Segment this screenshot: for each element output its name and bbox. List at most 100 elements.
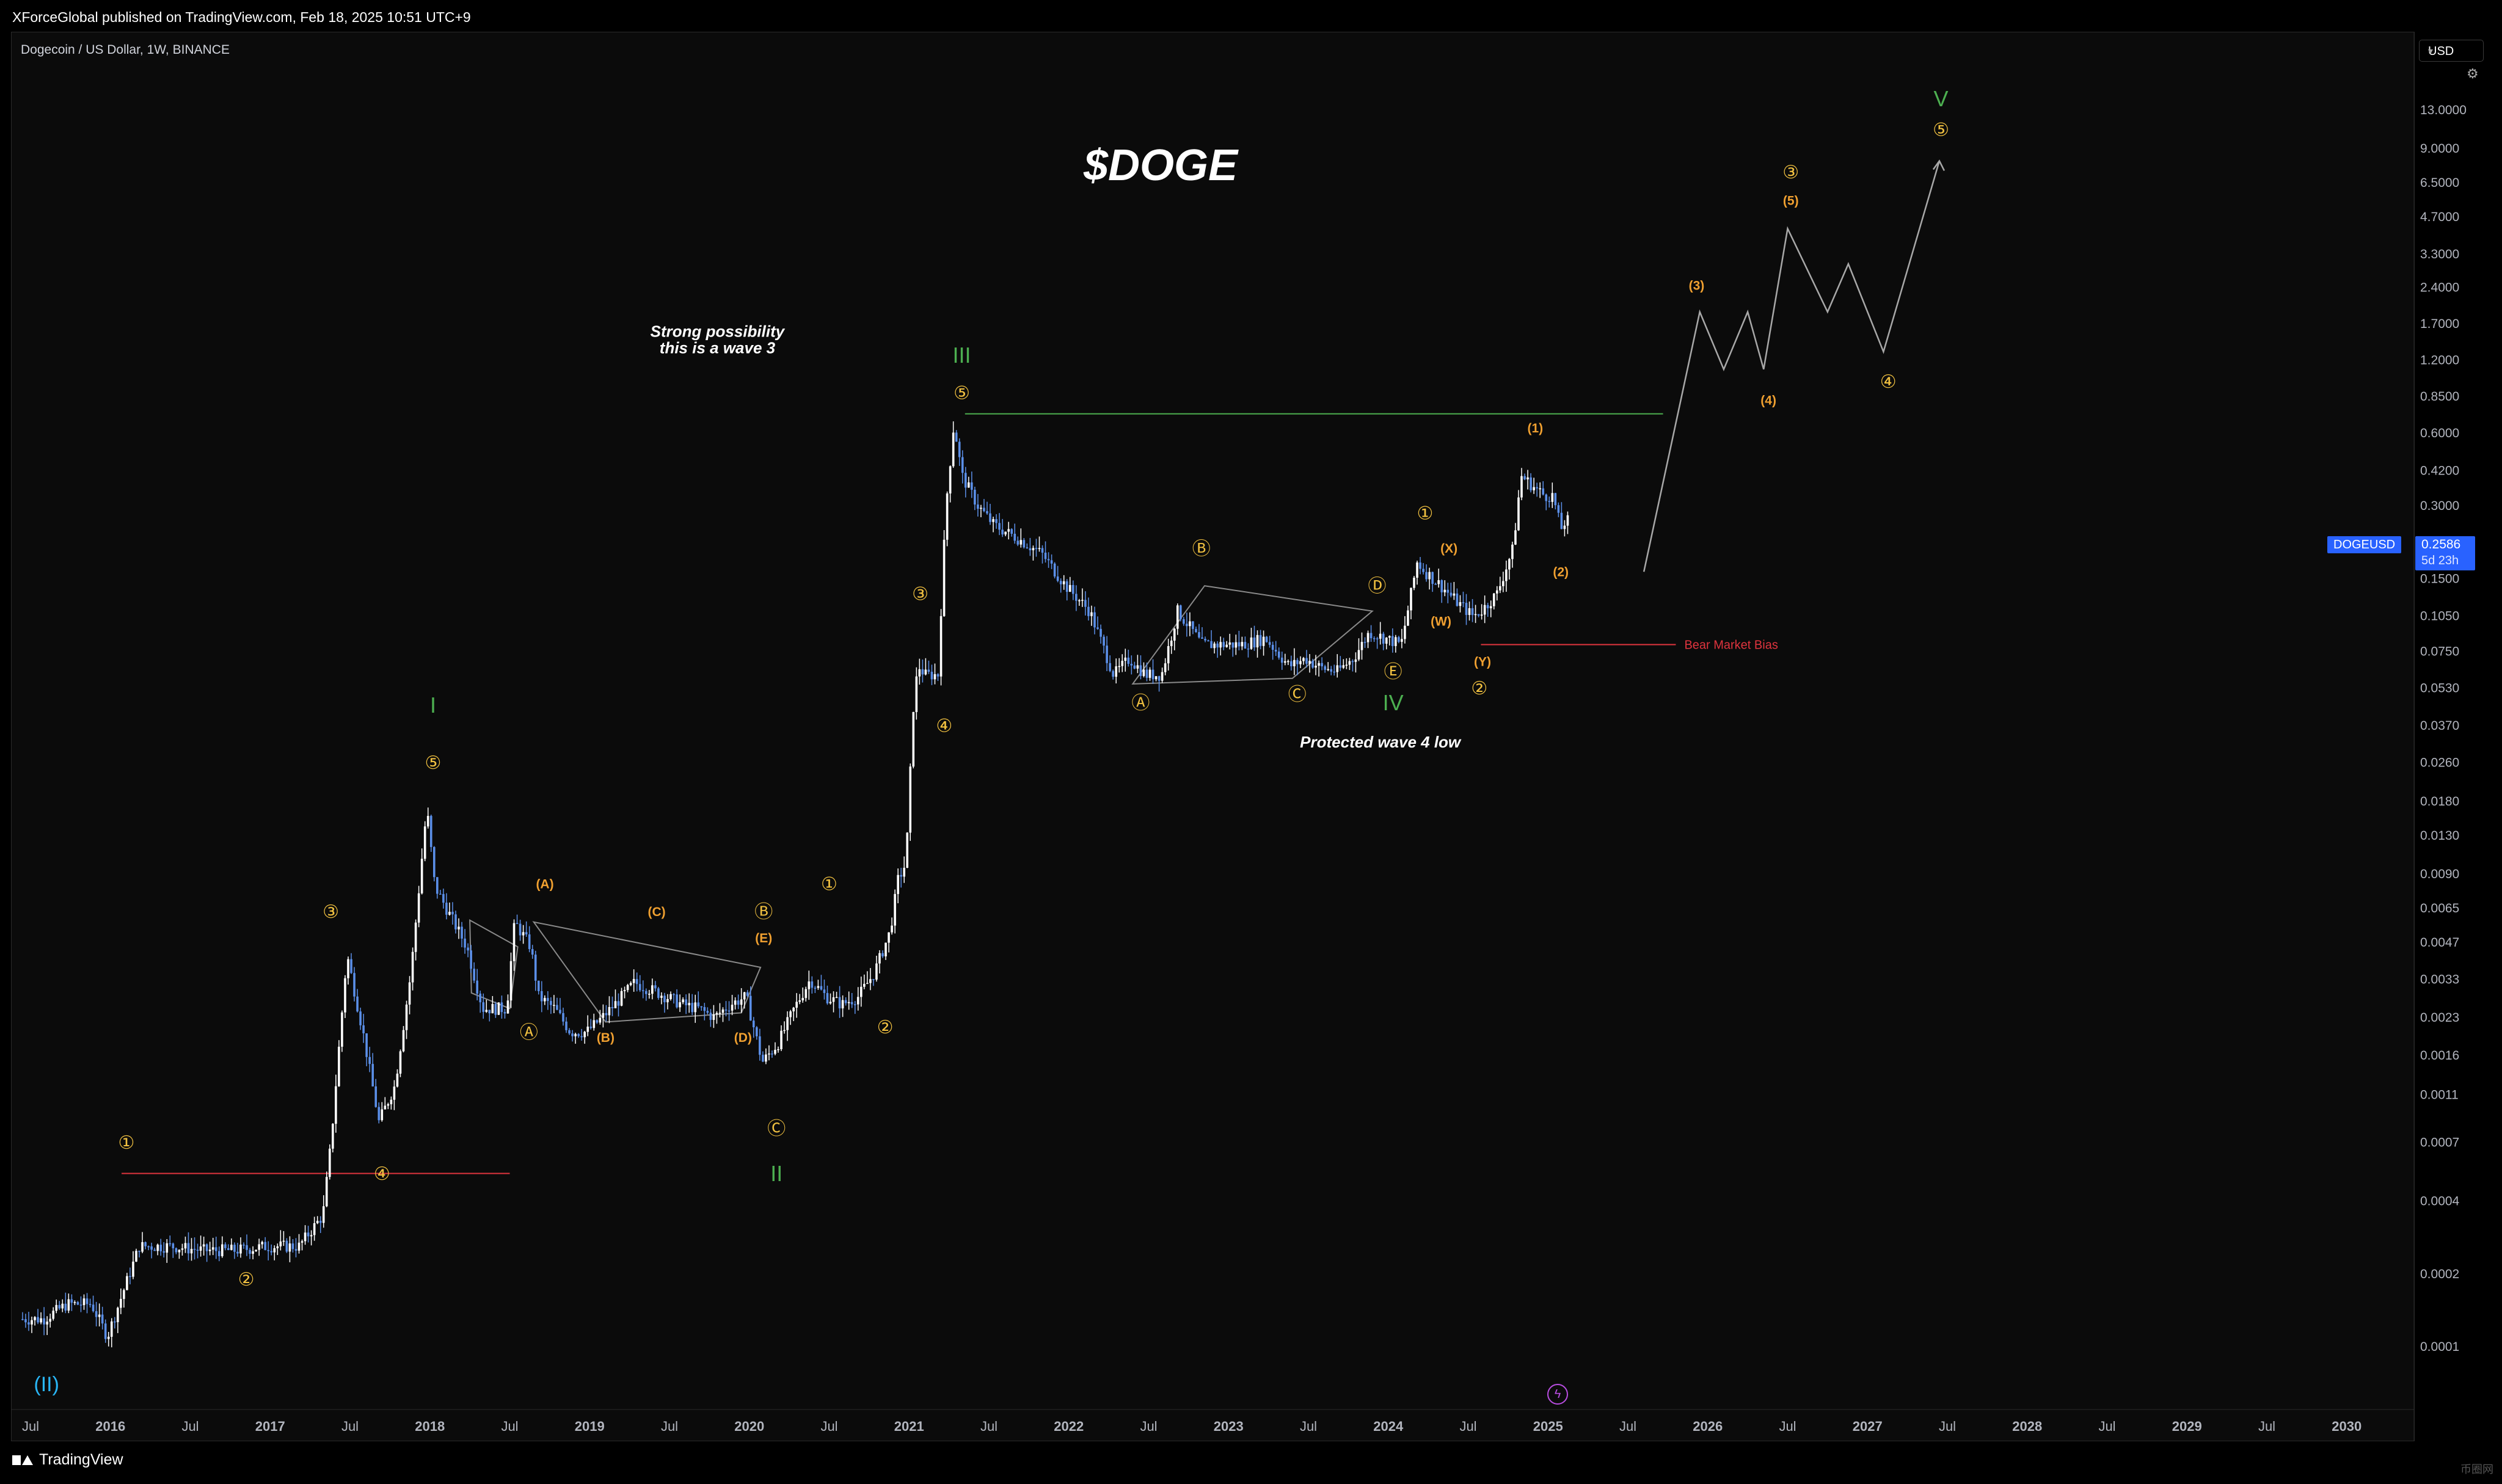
candle-body: [1474, 614, 1477, 616]
candle-body: [608, 1007, 611, 1016]
chart-pane[interactable]: [11, 32, 2415, 1441]
x-tick-label: 2022: [1054, 1419, 1084, 1434]
candle-body: [688, 1003, 690, 1006]
candle-body: [1465, 603, 1468, 615]
wave-label: Ⓑ: [1192, 539, 1211, 559]
y-tick-label: 0.0011: [2420, 1088, 2459, 1102]
candle-body: [172, 1243, 175, 1248]
candle-body: [1382, 633, 1385, 644]
candle-body: [1136, 665, 1139, 669]
candle-body: [909, 766, 912, 833]
candle-body: [1145, 669, 1148, 678]
candle-body: [76, 1302, 79, 1305]
wave-label: V: [1934, 86, 1949, 111]
candle-body: [1225, 644, 1228, 647]
candle-body: [525, 932, 528, 935]
gear-icon[interactable]: ⚙: [2467, 66, 2479, 81]
candle-body: [1121, 661, 1124, 666]
candle-body: [1366, 633, 1370, 642]
wave-label: ④: [936, 716, 952, 737]
candle-body: [1161, 672, 1164, 681]
candle-body: [1001, 529, 1004, 535]
candle-body: [1502, 581, 1504, 586]
candle-body: [141, 1242, 144, 1252]
candle-body: [1336, 665, 1339, 672]
candle-body: [1053, 563, 1056, 577]
candle-body: [632, 979, 635, 983]
candle-body: [1228, 642, 1231, 645]
x-tick-label: Jul: [820, 1419, 837, 1434]
candle-body: [429, 816, 432, 847]
candle-body: [217, 1251, 221, 1256]
candle-body: [777, 1049, 779, 1050]
x-tick-label: Jul: [1619, 1419, 1636, 1434]
ticker-tag: DOGEUSD: [2327, 536, 2402, 553]
candle-body: [995, 519, 998, 523]
candle-body: [325, 1177, 328, 1207]
candle-body: [307, 1232, 310, 1237]
x-tick-label: 2020: [734, 1419, 764, 1434]
candle-body: [1422, 569, 1424, 572]
candle-body: [368, 1057, 371, 1064]
wave-label: (A): [536, 878, 553, 892]
candle-body: [494, 1004, 497, 1015]
candle-body: [1373, 638, 1376, 639]
candle-body: [847, 1002, 850, 1003]
candle-body: [952, 432, 955, 467]
candle-body: [488, 1009, 491, 1014]
candle-body: [1115, 666, 1117, 677]
wave-label: I: [430, 693, 436, 718]
lightning-icon[interactable]: ϟ: [1547, 1384, 1568, 1405]
candle-body: [712, 1014, 715, 1020]
candle-body: [817, 986, 820, 988]
wave-label: ④: [1880, 372, 1897, 392]
candle-body: [1262, 636, 1265, 646]
candle-body: [273, 1248, 276, 1253]
candle-body: [1351, 661, 1354, 663]
y-tick-label: 0.0004: [2420, 1195, 2460, 1209]
candle-body: [387, 1104, 390, 1106]
candle-body: [1253, 637, 1256, 648]
candle-body: [1311, 661, 1314, 668]
candle-body: [159, 1245, 162, 1251]
candle-body: [1302, 658, 1305, 661]
candle-body: [1388, 636, 1391, 638]
candle-body: [1348, 661, 1351, 665]
candle-body: [500, 1002, 503, 1013]
candle-body: [1536, 487, 1538, 489]
currency-selector[interactable]: USD ▾: [2419, 40, 2484, 62]
candle-body: [1106, 646, 1108, 663]
candle-body: [512, 923, 516, 961]
candle-body: [1483, 605, 1486, 615]
candle-body: [1308, 661, 1311, 664]
candle-body: [132, 1261, 134, 1277]
candle-body: [1274, 650, 1277, 652]
y-tick-label: 0.3000: [2420, 499, 2459, 513]
candle-body: [1416, 562, 1418, 578]
triangle-pattern: [1131, 585, 1374, 685]
candle-body: [835, 997, 838, 998]
candle-body: [196, 1249, 199, 1251]
candle-body: [270, 1251, 273, 1253]
tradingview-logo[interactable]: TradingView: [12, 1451, 123, 1469]
candle-body: [1019, 540, 1023, 545]
y-tick-label: 0.1050: [2420, 609, 2459, 624]
candle-body: [1004, 531, 1007, 535]
candle-body: [974, 489, 976, 505]
candle-body: [1499, 586, 1501, 591]
candle-body: [402, 1030, 405, 1052]
wave-label: ②: [238, 1270, 255, 1290]
candle-body: [531, 949, 534, 955]
triangle-patterns: [469, 585, 1374, 1023]
candle-body: [888, 932, 890, 943]
candle-body: [224, 1244, 227, 1248]
candle-body: [291, 1243, 294, 1249]
currency-label: USD: [2428, 45, 2454, 58]
candle-body: [202, 1244, 205, 1247]
candle-body: [147, 1246, 150, 1248]
candle-body: [752, 1020, 755, 1028]
candle-body: [1081, 600, 1084, 601]
candle-body: [461, 926, 463, 939]
candle-body: [912, 711, 915, 767]
